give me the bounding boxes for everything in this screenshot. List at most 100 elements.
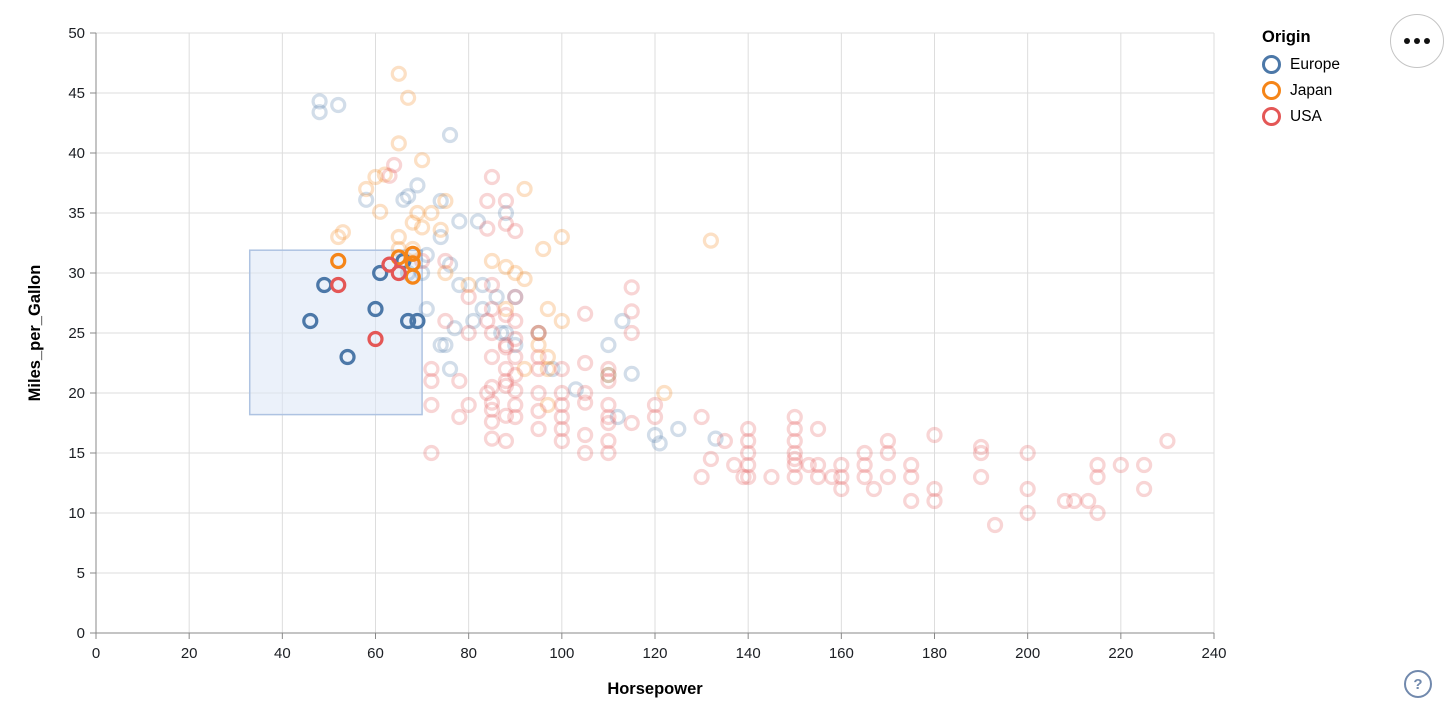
data-point[interactable] (1089, 468, 1106, 486)
data-point[interactable] (740, 444, 757, 462)
data-point[interactable] (623, 324, 640, 342)
menu-button[interactable] (1390, 14, 1444, 68)
data-point[interactable] (507, 288, 524, 306)
data-point[interactable] (432, 221, 449, 238)
data-point[interactable] (507, 330, 524, 348)
data-point[interactable] (903, 492, 920, 510)
data-point[interactable] (483, 300, 501, 318)
data-point[interactable] (972, 444, 990, 462)
data-point[interactable] (833, 468, 850, 486)
data-point[interactable] (483, 394, 501, 411)
data-point[interactable] (809, 456, 827, 474)
data-point[interactable] (507, 366, 524, 384)
data-point[interactable] (460, 324, 477, 342)
data-point[interactable] (553, 228, 570, 246)
data-point[interactable] (530, 336, 547, 354)
data-point[interactable] (553, 360, 570, 378)
legend-item-japan[interactable]: Japan (1262, 81, 1340, 100)
data-point[interactable] (437, 192, 454, 210)
data-point[interactable] (986, 516, 1004, 534)
data-point[interactable] (334, 224, 351, 241)
data-point[interactable] (903, 468, 920, 486)
data-point[interactable] (358, 191, 375, 208)
data-point[interactable] (497, 432, 515, 450)
data-point[interactable] (507, 264, 524, 282)
data-point[interactable] (786, 468, 803, 486)
data-point[interactable] (409, 177, 426, 194)
data-point[interactable] (483, 168, 501, 186)
data-point[interactable] (390, 135, 407, 152)
data-point[interactable] (390, 65, 407, 82)
data-point[interactable] (879, 444, 897, 462)
data-point[interactable] (1080, 492, 1097, 510)
data-point[interactable] (460, 288, 477, 306)
data-point[interactable] (646, 408, 664, 426)
data-point-selected[interactable] (404, 245, 421, 262)
data-point[interactable] (404, 214, 421, 231)
data-point[interactable] (926, 492, 943, 510)
data-point[interactable] (376, 166, 393, 183)
data-point[interactable] (926, 480, 943, 498)
data-point[interactable] (483, 378, 501, 396)
data-point[interactable] (507, 382, 524, 399)
data-point[interactable] (740, 420, 757, 438)
data-point[interactable] (372, 203, 389, 220)
data-point[interactable] (740, 456, 757, 474)
data-point[interactable] (651, 435, 668, 452)
data-point[interactable] (786, 444, 803, 462)
data-point[interactable] (516, 180, 533, 198)
data-point[interactable] (530, 384, 547, 402)
data-point[interactable] (488, 288, 505, 306)
data-point[interactable] (330, 96, 347, 114)
data-point[interactable] (716, 432, 733, 450)
data-point[interactable] (600, 366, 617, 384)
data-point[interactable] (856, 468, 873, 486)
data-point[interactable] (516, 360, 533, 378)
data-point[interactable] (600, 432, 617, 450)
data-point[interactable] (507, 396, 524, 414)
data-point[interactable] (530, 324, 547, 342)
data-point[interactable] (926, 426, 943, 444)
data-point[interactable] (726, 456, 743, 474)
data-point[interactable] (451, 408, 468, 426)
data-point[interactable] (483, 401, 501, 418)
data-point[interactable] (497, 258, 515, 276)
data-point[interactable] (903, 456, 920, 474)
data-point[interactable] (474, 300, 491, 318)
data-point[interactable] (544, 360, 561, 378)
data-point[interactable] (879, 432, 897, 450)
data-point[interactable] (800, 456, 817, 474)
data-point-selected[interactable] (367, 330, 384, 348)
data-point[interactable] (460, 396, 477, 414)
data-point-selected[interactable] (330, 252, 347, 270)
data-point[interactable] (600, 396, 617, 414)
data-point[interactable] (418, 300, 435, 318)
data-point[interactable] (577, 354, 594, 372)
data-point[interactable] (497, 336, 515, 354)
data-point[interactable] (530, 402, 547, 420)
data-point[interactable] (507, 288, 524, 306)
data-point[interactable] (1159, 432, 1176, 450)
data-point[interactable] (497, 360, 515, 378)
data-point[interactable] (474, 276, 491, 294)
data-point[interactable] (567, 381, 584, 398)
data-point[interactable] (740, 432, 757, 450)
data-point-selected[interactable] (390, 264, 407, 282)
data-point[interactable] (623, 414, 640, 432)
data-point[interactable] (330, 228, 347, 246)
data-point[interactable] (735, 468, 752, 486)
data-point[interactable] (865, 480, 883, 498)
data-point[interactable] (702, 232, 720, 249)
data-point[interactable] (483, 276, 501, 294)
data-point[interactable] (483, 348, 501, 366)
data-point[interactable] (1019, 480, 1036, 498)
data-point[interactable] (1019, 504, 1036, 522)
data-point[interactable] (479, 220, 496, 237)
data-point[interactable] (577, 444, 594, 462)
data-point[interactable] (600, 336, 617, 354)
data-point[interactable] (432, 228, 449, 246)
data-point[interactable] (423, 372, 440, 390)
data-point[interactable] (786, 432, 803, 450)
data-point[interactable] (497, 204, 515, 222)
